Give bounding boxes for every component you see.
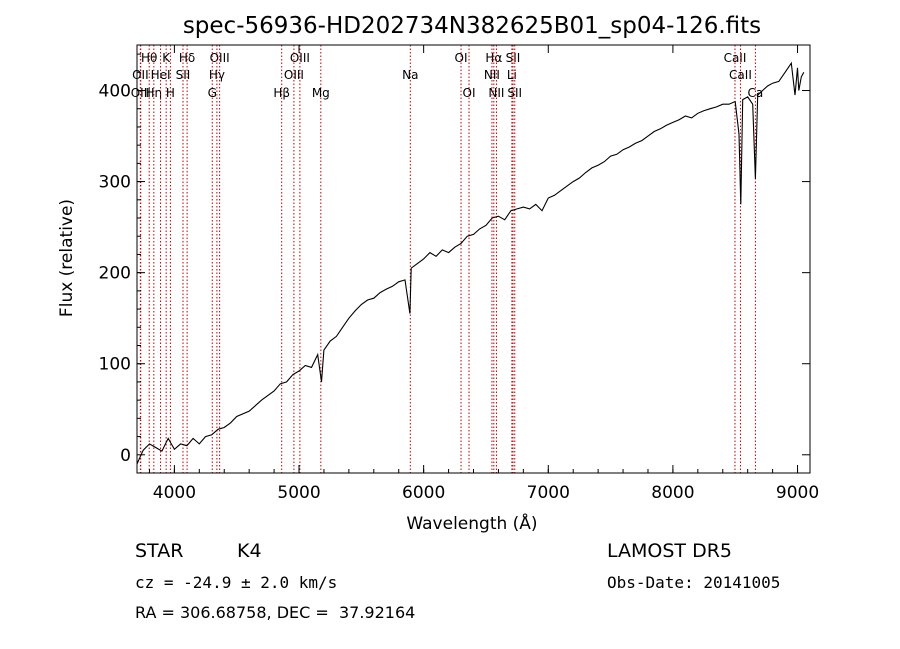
chart-title: spec-56936-HD202734N382625B01_sp04-126.f… [183, 13, 761, 39]
marker-label: Na [402, 68, 418, 82]
marker-label: K [162, 51, 171, 65]
marker-label: NII [488, 86, 504, 100]
radial-velocity: cz = -24.9 ± 2.0 km/s [135, 573, 338, 592]
marker-label: Mg [312, 86, 330, 100]
marker-label: Li [507, 68, 517, 82]
y-tick-label: 300 [99, 173, 131, 193]
marker-label: G [208, 86, 217, 100]
marker-label: OIII [131, 86, 151, 100]
marker-label: CaII [729, 68, 752, 82]
y-tick-label: 0 [120, 446, 131, 466]
object-class: STAR [135, 540, 184, 562]
marker-label: SII [176, 68, 191, 82]
x-tick-label: 9000 [776, 483, 819, 503]
marker-label: NII [484, 68, 500, 82]
marker-label: Hη [146, 86, 163, 100]
x-axis-label: Wavelength (Å) [406, 512, 537, 534]
marker-label: SII [507, 86, 522, 100]
x-tick-label: 4000 [153, 483, 196, 503]
marker-label: CaII [724, 51, 747, 65]
marker-label: OIII [290, 51, 310, 65]
marker-label: H [166, 86, 175, 100]
marker-label: OII [132, 68, 149, 82]
x-tick-label: 5000 [277, 483, 320, 503]
obs-date: Obs-Date: 20141005 [607, 573, 781, 592]
marker-label: Hα [485, 51, 502, 65]
y-axis-label: Flux (relative) [57, 199, 77, 317]
marker-label: Hβ [273, 86, 290, 100]
marker-label: SII [506, 51, 521, 65]
subclass: K4 [237, 540, 262, 562]
marker-label: Hδ [179, 51, 195, 65]
x-tick-label: 8000 [651, 483, 694, 503]
y-tick-label: 200 [99, 264, 131, 284]
marker-label: OI [455, 51, 468, 65]
marker-label: Hθ [141, 51, 157, 65]
marker-label: OI [463, 86, 476, 100]
marker-label: HeI [151, 68, 171, 82]
axis-ticks: 4000 5000 6000 7000 8000 9000 0 100 200 300 400 [99, 45, 819, 503]
marker-label: OIII [284, 68, 304, 82]
marker-label: OIII [210, 51, 230, 65]
spectrum-line [136, 61, 805, 465]
marker-label: Ca [748, 86, 764, 100]
y-tick-label: 100 [99, 355, 131, 375]
survey-name: LAMOST DR5 [607, 540, 732, 562]
coordinates: RA = 306.68758, DEC = 37.92164 [135, 603, 416, 622]
x-tick-label: 6000 [402, 483, 445, 503]
marker-label: Hγ [209, 68, 225, 82]
x-tick-label: 7000 [527, 483, 570, 503]
y-tick-label: 400 [99, 82, 131, 102]
